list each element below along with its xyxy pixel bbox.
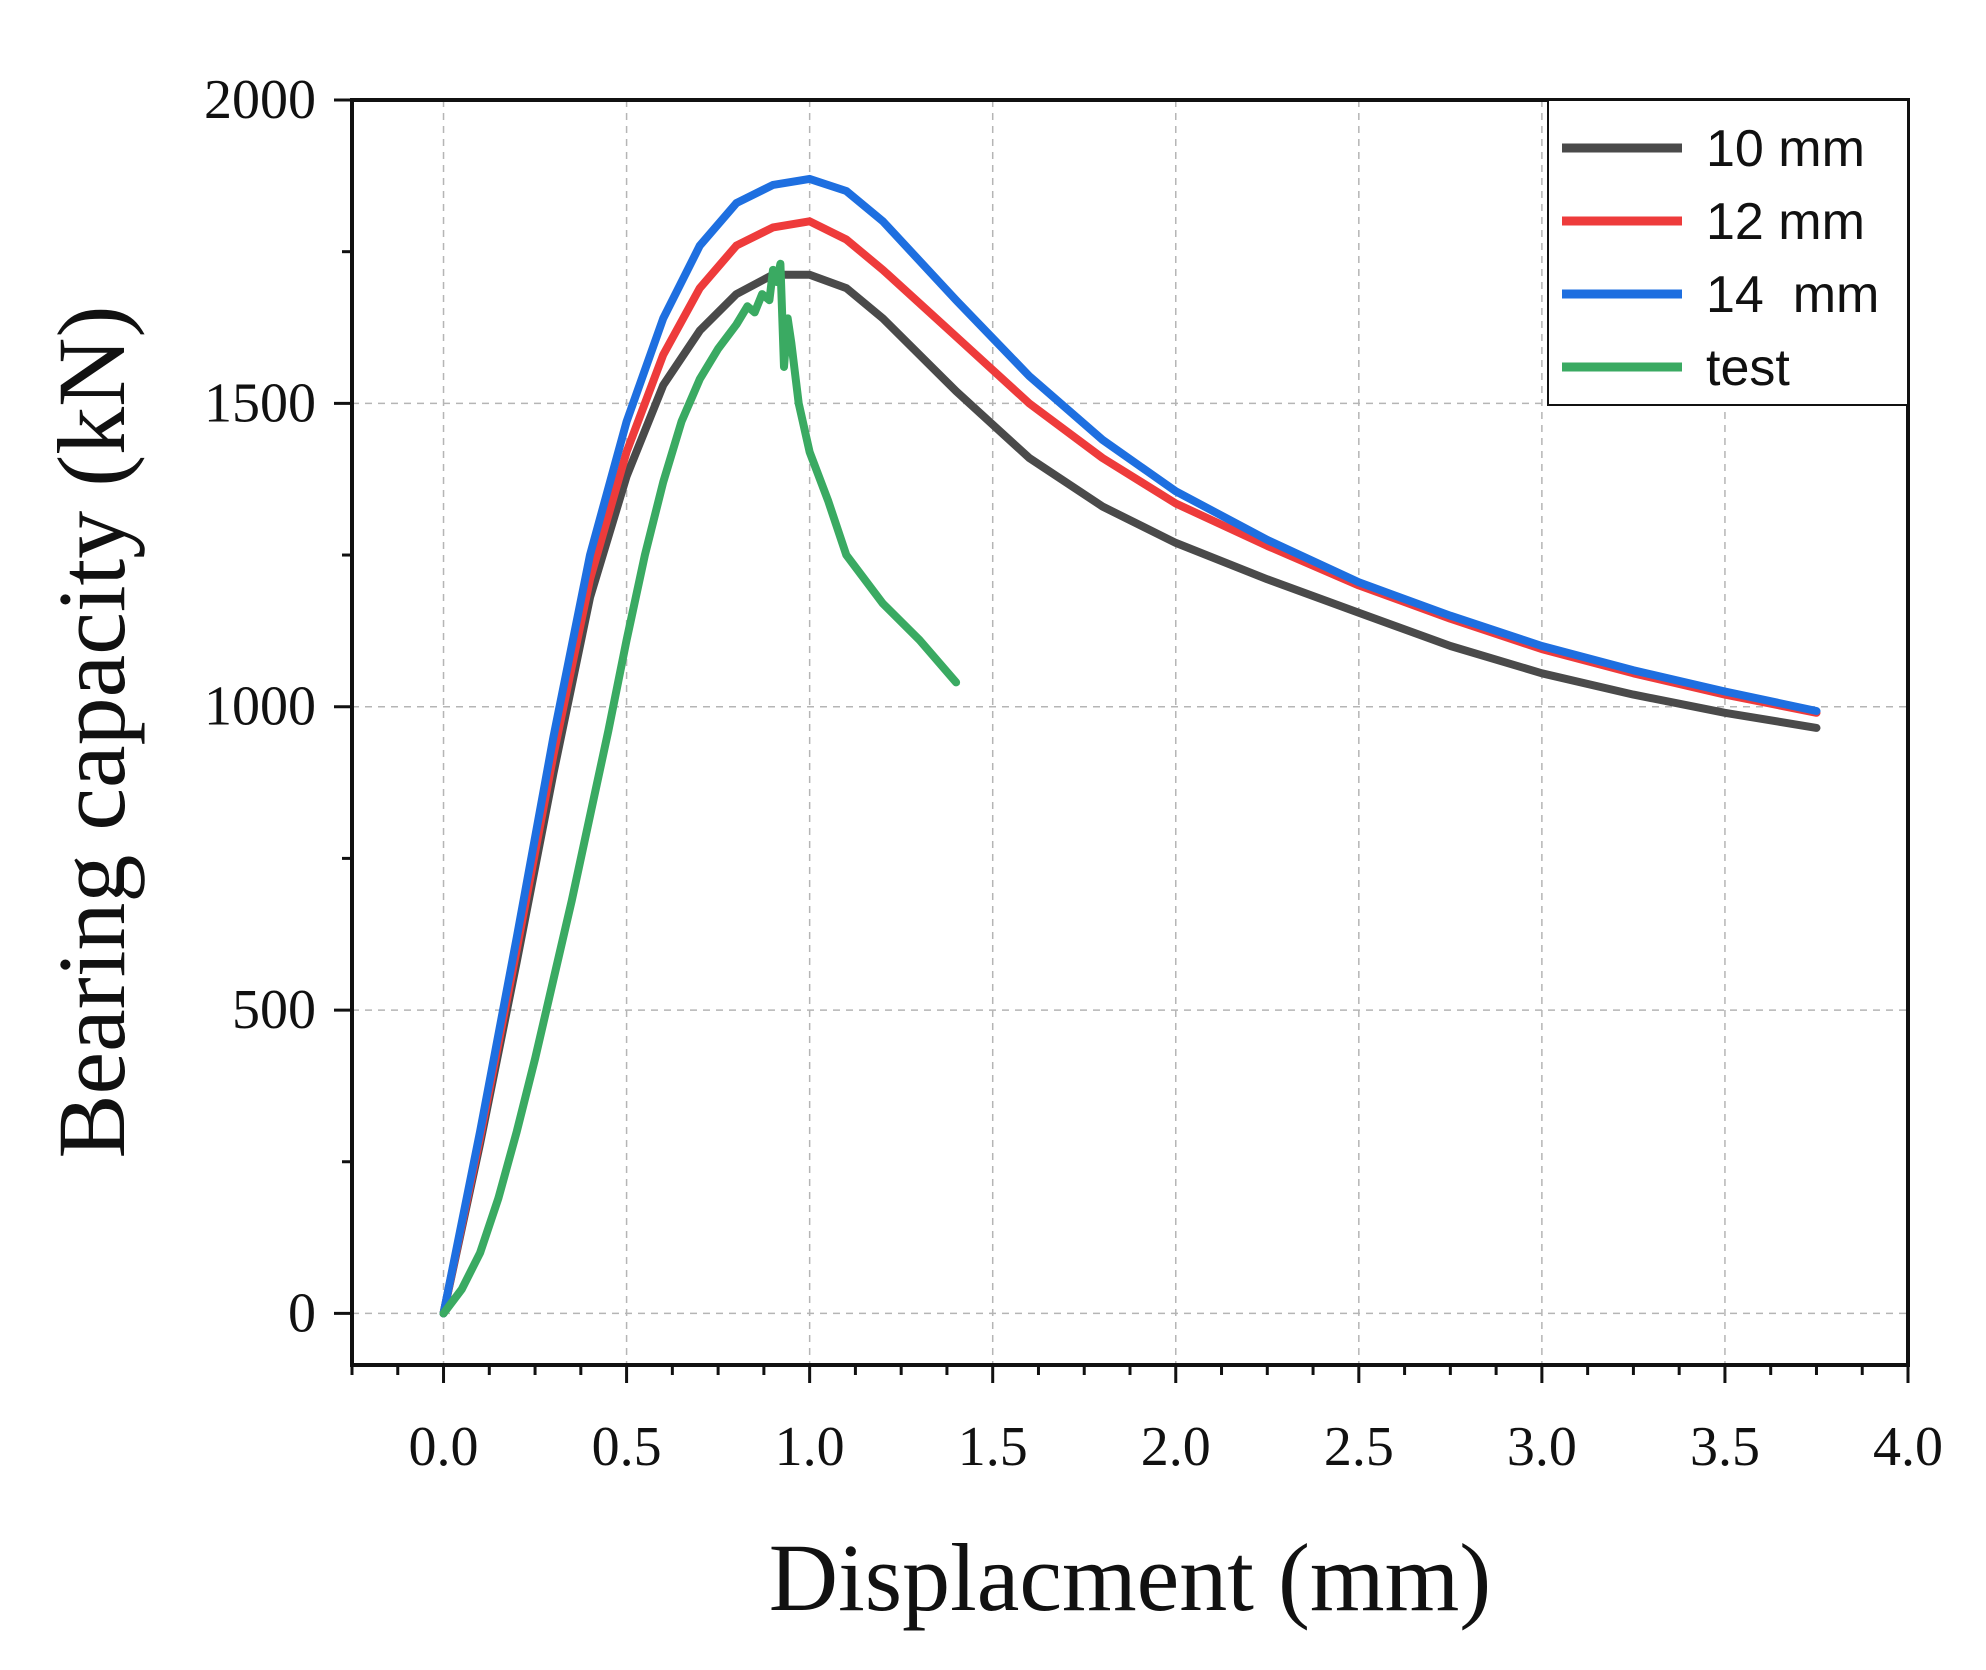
- y-tick-label: 1500: [204, 372, 316, 434]
- y-tick-label: 2000: [204, 69, 316, 131]
- axis-ticks: [334, 98, 1910, 1383]
- x-axis-title: Displacment (mm): [769, 1524, 1491, 1631]
- legend-label: 12 mm: [1706, 193, 1865, 251]
- y-axis-title: Bearing capacity (kN): [38, 306, 145, 1159]
- y-tick-label: 500: [232, 979, 316, 1041]
- axis-tick-labels: 0.0 0.5 1.0 1.5 2.0 2.5 3.0 3.5 4.0 0 500 1000 1500 2…: [204, 69, 1943, 1478]
- x-tick-label: 1.0: [775, 1416, 845, 1478]
- series-layer: [439, 174, 1821, 1318]
- x-tick-label: 2.0: [1141, 1416, 1211, 1478]
- x-tick-label: 0.5: [592, 1416, 662, 1478]
- grid-lines: [352, 100, 1908, 1365]
- series-line-10-mm: [439, 270, 1821, 1318]
- series-line-14-mm: [439, 174, 1821, 1318]
- x-tick-label: 1.5: [958, 1416, 1028, 1478]
- series-line-test: [439, 259, 961, 1318]
- legend-label: 10 mm: [1706, 120, 1865, 178]
- x-tick-label: 2.5: [1324, 1416, 1394, 1478]
- x-tick-label: 0.0: [409, 1416, 479, 1478]
- y-tick-label: 0: [288, 1282, 316, 1344]
- x-tick-label: 3.5: [1690, 1416, 1760, 1478]
- legend-label: test: [1706, 339, 1790, 397]
- legend: 10 mm 12 mm 14 mm test: [1547, 99, 1909, 406]
- legend-label: 14 mm: [1706, 266, 1879, 324]
- x-tick-label: 3.0: [1507, 1416, 1577, 1478]
- x-tick-label: 4.0: [1873, 1416, 1943, 1478]
- y-tick-label: 1000: [204, 676, 316, 738]
